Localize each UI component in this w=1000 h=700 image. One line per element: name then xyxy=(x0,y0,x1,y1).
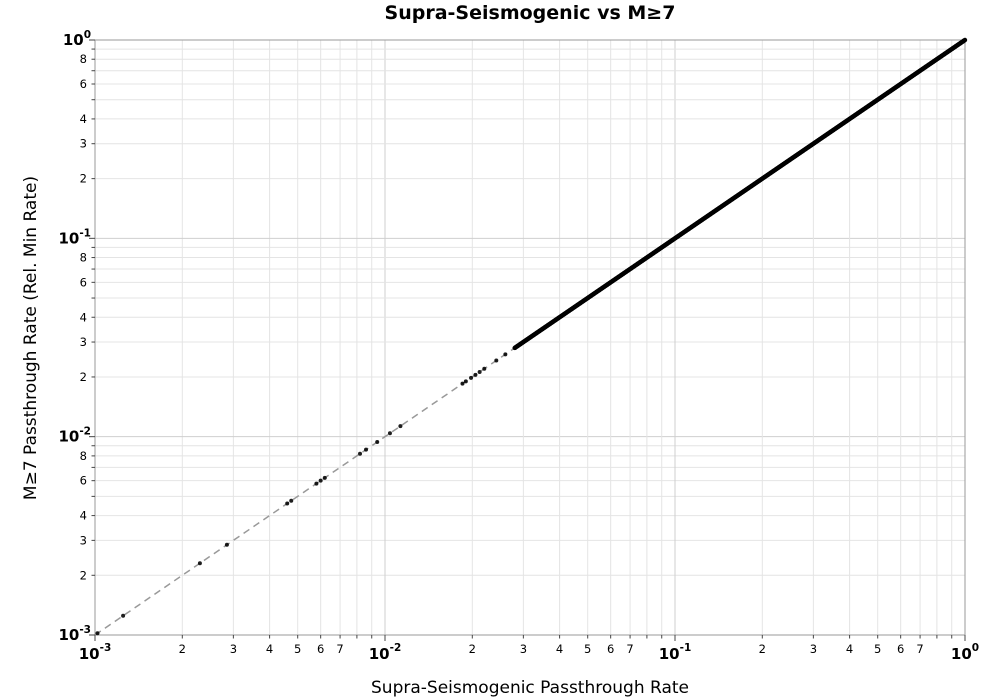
y-minor-tick-label: 6 xyxy=(80,77,87,91)
x-minor-tick-label: 5 xyxy=(874,642,881,656)
x-minor-tick-label: 5 xyxy=(584,642,591,656)
x-major-tick-label: 10-3 xyxy=(79,642,112,663)
y-minor-tick-label: 6 xyxy=(80,275,87,289)
y-minor-tick-label: 2 xyxy=(80,568,87,582)
y-major-tick-label: 10-1 xyxy=(58,227,91,247)
y-minor-tick-label: 4 xyxy=(80,509,87,523)
y-major-tick-label: 10-3 xyxy=(58,624,91,644)
x-minor-tick-label: 4 xyxy=(846,642,853,656)
x-major-tick-label: 10-2 xyxy=(369,642,402,663)
x-minor-tick-label: 6 xyxy=(317,642,324,656)
x-minor-tick-label: 3 xyxy=(230,642,237,656)
x-major-tick-label: 100 xyxy=(951,642,979,663)
y-tick-labels: 100 10-1 10-2 10-3 8 6 4 3 2 8 6 4 3 2 8 6 4 3 2 xyxy=(58,29,91,644)
y-minor-tick-label: 3 xyxy=(80,137,87,151)
x-minor-tick-label: 4 xyxy=(556,642,563,656)
x-minor-tick-label: 7 xyxy=(336,642,343,656)
axis-ticks xyxy=(89,39,966,641)
y-minor-tick-label: 4 xyxy=(80,112,87,126)
x-minor-tick-label: 5 xyxy=(294,642,301,656)
x-major-tick-label: 10-1 xyxy=(659,642,692,663)
x-minor-tick-label: 6 xyxy=(897,642,904,656)
y-minor-tick-label: 3 xyxy=(80,533,87,547)
x-minor-tick-label: 4 xyxy=(266,642,273,656)
y-minor-tick-label: 4 xyxy=(80,310,87,324)
y-minor-tick-label: 8 xyxy=(80,449,87,463)
x-minor-tick-label: 3 xyxy=(810,642,817,656)
x-minor-tick-label: 7 xyxy=(916,642,923,656)
y-major-tick-label: 10-2 xyxy=(58,426,91,446)
y-minor-tick-label: 2 xyxy=(80,172,87,186)
y-minor-tick-label: 8 xyxy=(80,251,87,265)
plot-border xyxy=(94,39,966,636)
y-minor-tick-label: 6 xyxy=(80,474,87,488)
x-minor-tick-label: 3 xyxy=(520,642,527,656)
x-axis-label: Supra-Seismogenic Passthrough Rate xyxy=(371,678,689,698)
x-minor-tick-label: 2 xyxy=(759,642,766,656)
y-major-tick-label: 100 xyxy=(63,29,91,49)
gridlines xyxy=(94,39,966,636)
x-minor-tick-label: 6 xyxy=(607,642,614,656)
chart-title: Supra-Seismogenic vs M≥7 xyxy=(384,2,676,24)
x-minor-tick-label: 2 xyxy=(179,642,186,656)
x-minor-tick-label: 2 xyxy=(469,642,476,656)
y-minor-tick-label: 2 xyxy=(80,370,87,384)
y-minor-tick-label: 3 xyxy=(80,335,87,349)
data-points xyxy=(95,37,968,636)
y-minor-tick-label: 8 xyxy=(80,52,87,66)
x-minor-tick-label: 7 xyxy=(626,642,633,656)
